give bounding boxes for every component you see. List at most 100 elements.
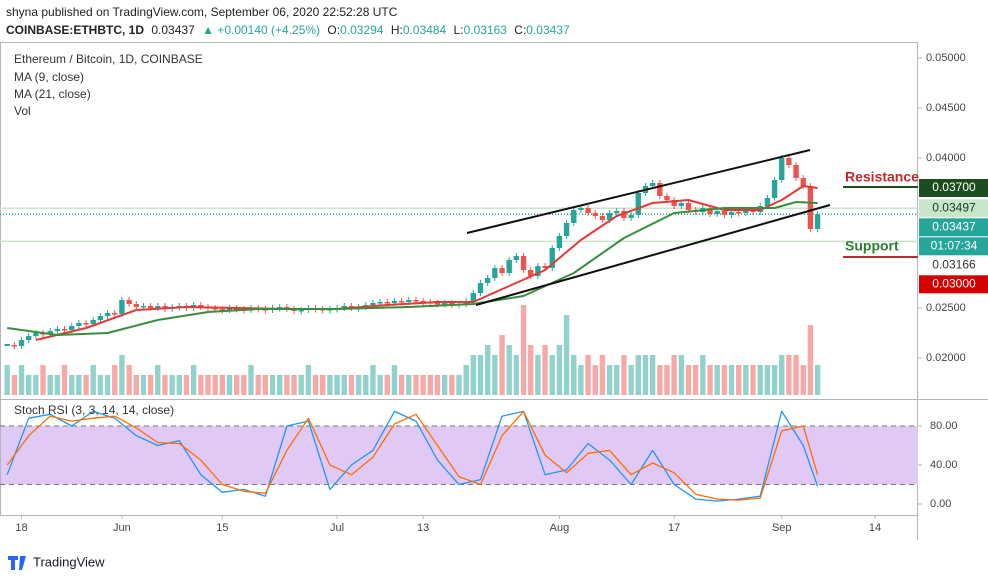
candle [47,331,53,334]
volume-bar [657,365,663,395]
candle [807,186,814,229]
candle [585,208,591,213]
volume-bar [226,375,233,395]
price-badge-label: 0.03437 [932,219,976,233]
candle [578,208,584,210]
x-tick-label: 15 [216,522,228,534]
volume-bar [542,345,548,395]
volume-bar [470,355,477,395]
volume-bar [764,365,771,395]
volume-bar [140,375,147,395]
y-tick-label: 0.00 [930,498,951,510]
volume-bar [61,365,68,395]
volume-bar [212,375,218,395]
volume-bar [786,355,792,395]
candle [728,212,735,215]
candle [621,211,627,218]
candle [671,200,677,206]
volume-bar [678,355,685,395]
volume-bar [355,375,362,395]
candle [370,303,376,305]
volume-bar [155,365,161,395]
ohlc-label: L: [454,23,464,37]
volume-bar [492,355,498,395]
stoch-line [6,410,819,502]
published-line: shyna published on TradingView.com, Sept… [6,5,398,19]
candle [298,310,304,312]
volume-bar [614,365,620,395]
price-badge [919,179,988,197]
candle [470,293,477,301]
candle [535,266,541,276]
candle [506,260,512,273]
price-badge-label: 0.03000 [932,276,976,290]
candle [764,198,771,206]
trend-line [475,204,831,306]
candle [341,306,347,308]
trend-line [466,149,811,234]
volume-bar [578,365,584,395]
volume-bar [205,375,211,395]
volume-bar [427,375,434,395]
volume-bar [341,375,347,395]
volume-bar [549,355,555,395]
candle [513,256,520,260]
ohlc-value: 0.03437 [526,23,570,37]
candle [83,323,89,325]
volume-bar [277,375,283,395]
volume-bar [370,365,376,395]
candle [678,203,685,206]
x-tick-label: Jul [330,522,344,534]
ohlc-label: O: [327,23,340,37]
volume-bar [398,375,405,395]
volume-bar [305,365,312,395]
x-tick-label: Sep [772,522,792,534]
candle [779,158,785,180]
candle [133,304,139,307]
legend-title: Ethereum / Bitcoin, 1D, COINBASE [14,52,203,66]
ohlc-value: 0.03484 [403,23,447,37]
candle [635,193,641,215]
x-tick-label: 14 [869,522,881,534]
logo: TradingView [8,554,105,570]
candle [413,300,419,302]
candle [571,210,577,223]
candle [97,316,104,320]
logo-mark [8,556,26,570]
volume-bar [269,375,276,395]
change: ▲ +0.00140 (+4.25%) [202,23,320,37]
volume-bar [384,375,390,395]
candle [69,326,75,330]
ohlc-value: 0.03294 [340,23,384,37]
price-badge [919,218,988,237]
candle [112,313,118,315]
x-tick-label: Aug [550,522,570,534]
volume-bar [599,355,606,395]
candle [477,283,484,293]
volume-bar [807,325,814,395]
candle [155,306,161,308]
volume-bar [621,355,627,395]
volume-bar [133,375,139,395]
volume-bar [40,365,46,395]
volume-bar [126,365,132,395]
candle [736,212,742,214]
candle [563,223,570,236]
candle [212,308,218,310]
volume-bar [642,355,649,395]
candle [140,306,147,308]
x-tick-label: Jun [113,522,131,534]
volume-bar [721,365,728,395]
volume-bar [233,375,240,395]
volume-bar [814,365,821,395]
indicator-title: Stoch RSI (3, 3, 14, 14, close) [14,403,174,417]
volume-bar [327,375,333,395]
ohlc-label: C: [514,23,526,37]
candle [814,214,821,229]
candle [377,302,383,304]
y-tick-label: 0.02500 [926,302,966,314]
candle [649,183,656,186]
candle [406,300,412,302]
candle [434,303,441,305]
